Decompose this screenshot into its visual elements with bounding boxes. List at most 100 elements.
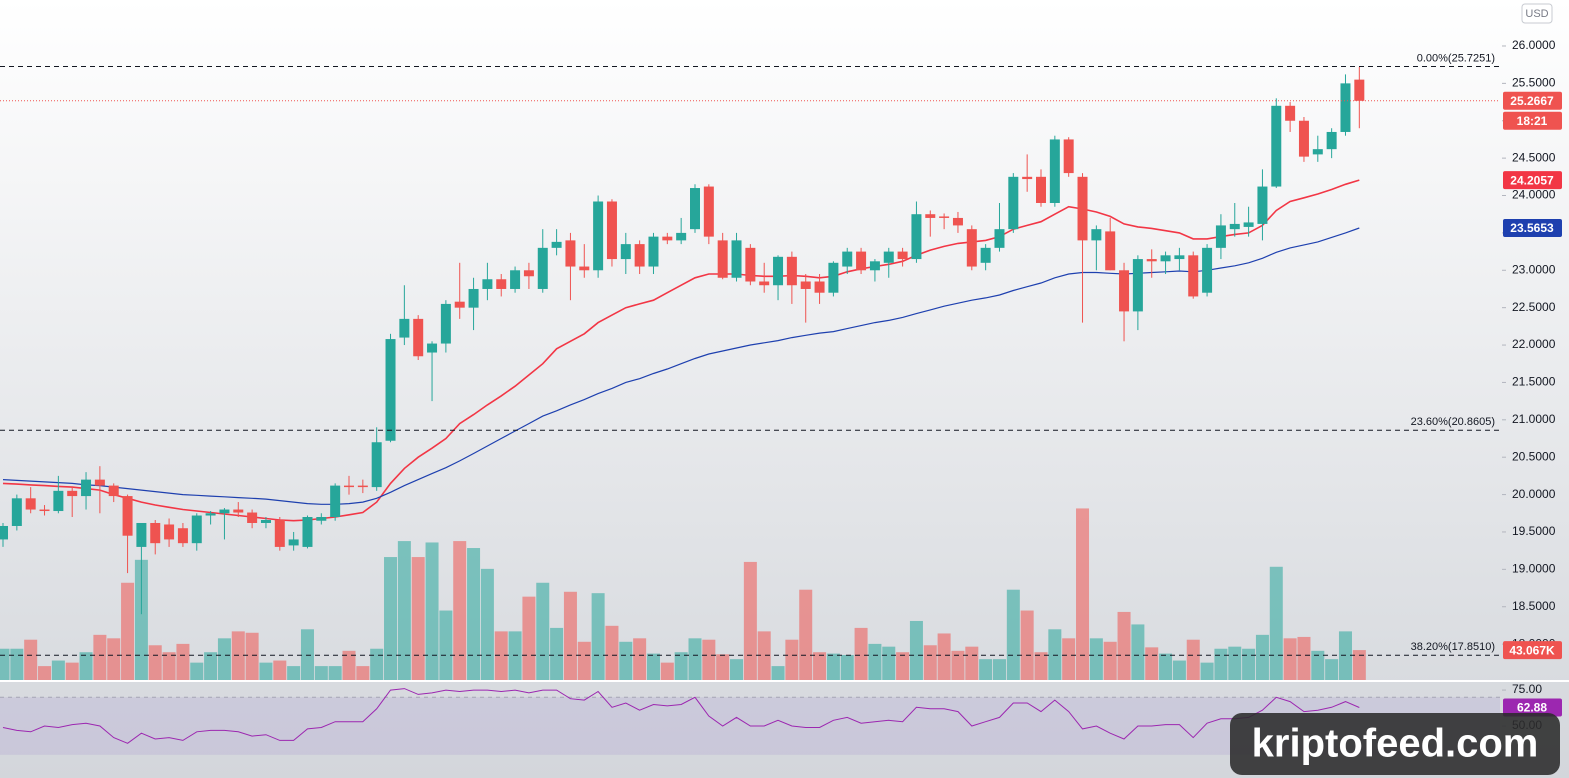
volume-bar — [1034, 652, 1048, 680]
watermark-box — [1230, 713, 1560, 775]
volume-bar — [522, 596, 536, 680]
volume-bar — [134, 559, 148, 680]
candle-body — [662, 236, 673, 241]
candle-body — [357, 485, 368, 488]
volume-bar — [633, 638, 647, 680]
candle-body — [1008, 176, 1019, 230]
volume-bar — [467, 548, 481, 680]
volume-bar — [480, 568, 494, 680]
volume-bar — [176, 643, 190, 680]
fib-level-label: 0.00%(25.7251) — [1417, 52, 1495, 64]
candle-body — [523, 270, 534, 277]
candle-body — [1160, 255, 1171, 262]
candle-body — [122, 496, 133, 536]
currency-box[interactable] — [1521, 3, 1553, 24]
candle-body — [1257, 186, 1268, 224]
volume-bar — [743, 561, 757, 680]
volume-bar — [965, 646, 979, 680]
candle-body — [399, 318, 410, 338]
candle-body — [648, 236, 659, 267]
volume-bar — [868, 643, 882, 680]
moving-average-line — [2, 179, 1360, 522]
candle-body — [191, 515, 202, 544]
candle-body — [482, 279, 493, 289]
volume-bar — [342, 650, 356, 680]
volume-bar — [314, 666, 328, 680]
volume-bar — [619, 641, 633, 680]
volume-bar — [951, 650, 965, 680]
volume-bar — [854, 627, 868, 680]
candle-body — [510, 270, 521, 289]
candle-body — [316, 517, 327, 521]
volume-bar — [577, 641, 591, 680]
rsi-tick-label: 75.00 — [1512, 682, 1542, 696]
y-tick-label: 24.5000 — [1512, 150, 1556, 164]
candle-body — [1326, 131, 1337, 150]
candle-body — [344, 485, 354, 488]
volume-bar — [1172, 660, 1186, 680]
volume-bar — [896, 652, 910, 680]
candle-body — [11, 498, 22, 526]
candle-body — [302, 517, 313, 547]
volume-bar — [771, 666, 785, 680]
candle-body — [676, 232, 687, 241]
volume-bar — [65, 662, 79, 680]
y-tick-label: 22.5000 — [1512, 300, 1556, 314]
last-price-tag-box — [1503, 91, 1562, 110]
fib-level-label: 23.60%(20.8605) — [1411, 416, 1495, 428]
candle-body — [94, 479, 105, 486]
candle-body — [150, 522, 161, 544]
volume-bar — [1311, 650, 1325, 680]
candle-body — [53, 490, 64, 512]
candle-body — [247, 512, 258, 523]
volume-tag-box — [1503, 641, 1562, 660]
volume-bar — [1159, 653, 1173, 680]
volume-bar — [563, 591, 577, 680]
candle-body — [260, 520, 271, 523]
candle-body — [1215, 225, 1226, 248]
volume-bar — [882, 646, 896, 680]
candle-body — [856, 251, 867, 271]
y-tick-label: 21.5000 — [1512, 375, 1556, 389]
candle-body — [593, 201, 604, 271]
volume-bar — [1283, 638, 1297, 680]
y-tick-label: 21.0000 — [1512, 412, 1556, 426]
y-tick-label: 19.5000 — [1512, 524, 1556, 538]
candle-body — [288, 539, 299, 546]
volume-bar — [287, 666, 301, 680]
volume-bar — [979, 659, 993, 680]
volume-bar — [384, 557, 398, 680]
volume-bar — [217, 638, 231, 680]
candle-body — [842, 251, 853, 267]
candle-body — [939, 216, 950, 218]
candle-body — [1036, 176, 1046, 203]
candle-body — [966, 229, 977, 267]
volume-bar — [1214, 648, 1228, 680]
volume-bar — [923, 645, 937, 680]
volume-bar — [813, 652, 827, 680]
candle-body — [634, 244, 645, 267]
currency: USD — [1525, 8, 1548, 20]
candle-body — [219, 509, 230, 514]
candle-body — [330, 485, 341, 518]
candle-body — [1312, 149, 1323, 155]
rsi-line — [2, 688, 1360, 744]
volume-bar — [273, 660, 287, 680]
ma-value-tag-box — [1503, 219, 1562, 238]
volume-bar — [1048, 629, 1062, 680]
candle-body — [177, 528, 188, 544]
candle-body — [67, 490, 78, 497]
candle-body — [468, 288, 479, 308]
candle-body — [1354, 79, 1365, 101]
y-tick-label: 25.5000 — [1512, 76, 1556, 90]
y-tick-label: 20.0000 — [1512, 487, 1556, 501]
candle-body — [1022, 176, 1033, 180]
y-tick-label: 22.0000 — [1512, 337, 1556, 351]
candle-body — [1049, 139, 1060, 203]
ma-value-tag: 23.5653 — [1510, 221, 1554, 235]
volume-bar — [204, 652, 218, 680]
volume-bar — [1297, 636, 1311, 680]
candle-body — [606, 201, 617, 260]
